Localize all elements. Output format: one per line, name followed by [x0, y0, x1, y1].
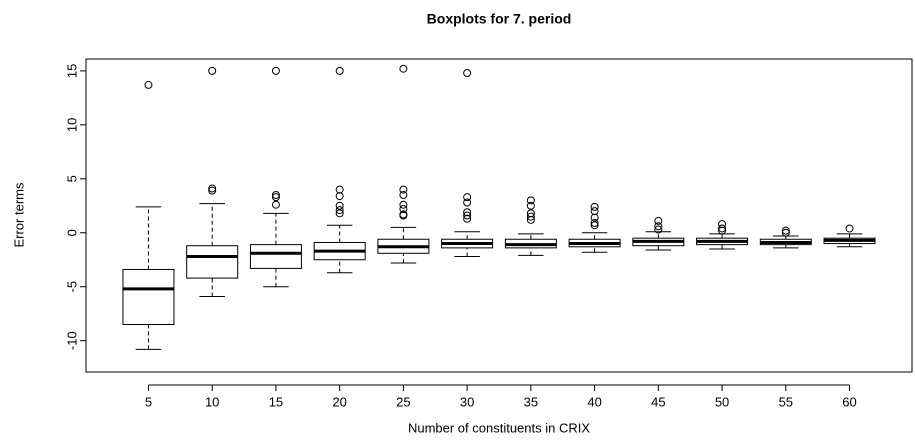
outlier [526, 215, 535, 224]
outlier [271, 193, 280, 202]
outlier [718, 220, 727, 229]
outlier [335, 206, 344, 215]
box [186, 245, 239, 279]
outlier [781, 226, 790, 235]
x-tick-label: 10 [205, 394, 219, 409]
plot-frame [85, 58, 913, 373]
outlier [526, 196, 535, 205]
outlier [590, 221, 599, 230]
outlier [654, 222, 663, 231]
outlier [208, 186, 217, 195]
x-axis-label: Number of constituents in CRIX [408, 420, 590, 435]
outlier [399, 190, 408, 199]
outlier [590, 213, 599, 222]
y-tick-label: -10 [64, 331, 79, 350]
outlier [335, 201, 344, 210]
outlier [654, 216, 663, 225]
x-tick-label: 20 [332, 394, 346, 409]
outlier [781, 228, 790, 237]
outlier [271, 200, 280, 209]
outlier [463, 214, 472, 223]
outlier [208, 66, 217, 75]
outlier [526, 201, 535, 210]
outlier [335, 185, 344, 194]
outlier [399, 200, 408, 209]
y-tick-label: 5 [64, 175, 79, 182]
x-tick-label: 45 [651, 394, 665, 409]
y-tick-label: 0 [64, 229, 79, 236]
outlier [590, 207, 599, 216]
outlier [590, 202, 599, 211]
outlier [271, 66, 280, 75]
outlier [399, 210, 408, 219]
outlier [463, 211, 472, 220]
x-tick-label: 25 [396, 394, 410, 409]
outlier [335, 66, 344, 75]
y-tick-label: 10 [64, 118, 79, 132]
outlier [271, 190, 280, 199]
x-tick-label: 50 [715, 394, 729, 409]
outlier [654, 225, 663, 234]
outlier [463, 193, 472, 202]
box [249, 244, 302, 269]
chart-title: Boxplots for 7. period [427, 11, 572, 27]
outlier [718, 226, 727, 235]
outlier [399, 64, 408, 73]
outlier [718, 224, 727, 233]
y-axis-label: Error terms [11, 182, 26, 248]
x-tick-label: 15 [269, 394, 283, 409]
outlier [335, 209, 344, 218]
x-tick-label: 5 [145, 394, 152, 409]
outlier [463, 208, 472, 217]
x-tick-label: 35 [524, 394, 538, 409]
outlier [399, 185, 408, 194]
y-tick-label: -5 [64, 281, 79, 293]
outlier [208, 184, 217, 193]
outlier [335, 192, 344, 201]
outlier [463, 69, 472, 78]
outlier [526, 212, 535, 221]
x-tick-label: 30 [460, 394, 474, 409]
outlier [526, 209, 535, 218]
box [122, 268, 175, 326]
x-tick-label: 55 [779, 394, 793, 409]
y-tick-label: 15 [64, 64, 79, 78]
outlier [399, 205, 408, 214]
outlier [144, 80, 153, 89]
x-tick-label: 60 [842, 394, 856, 409]
outlier [463, 198, 472, 207]
outlier [590, 219, 599, 228]
outlier [845, 224, 854, 233]
x-tick-label: 40 [587, 394, 601, 409]
